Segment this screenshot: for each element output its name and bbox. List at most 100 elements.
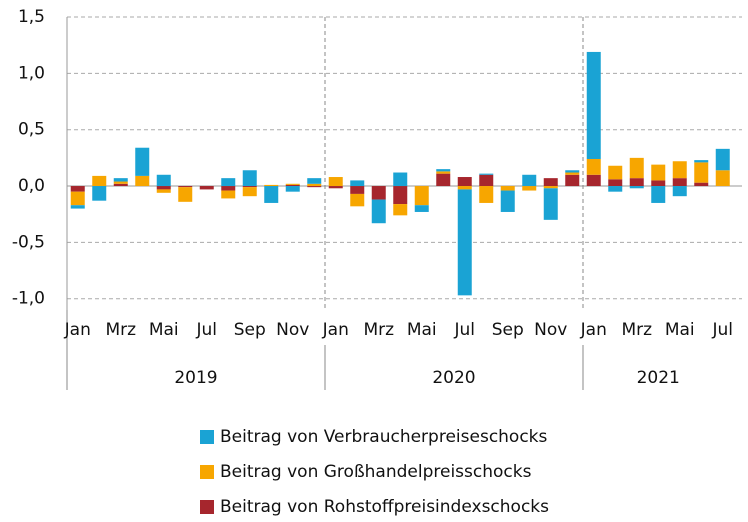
bar-segment <box>371 186 386 200</box>
bar-segment <box>672 161 687 179</box>
year-label: 2020 <box>432 368 475 388</box>
bar-segment <box>436 171 451 174</box>
bar-segment <box>199 186 214 190</box>
bar-segment <box>135 175 150 187</box>
y-tick-label: 1,0 <box>18 63 45 83</box>
x-tick-label: Mrz <box>621 320 652 340</box>
bar-segment <box>629 157 644 179</box>
x-tick-label: Jan <box>580 320 607 340</box>
bar-segment <box>113 181 128 184</box>
bar-segment <box>522 186 537 191</box>
bar-segment <box>70 205 85 209</box>
bar-segment <box>694 182 709 187</box>
bar-segment <box>350 186 365 194</box>
bar-segment <box>393 186 408 205</box>
bar-segment <box>285 184 300 187</box>
bar-segment <box>350 180 365 187</box>
bar-segment <box>328 177 343 187</box>
x-tick-label: Jul <box>195 320 217 340</box>
x-tick-label: Jul <box>711 320 733 340</box>
x-tick-label: Sep <box>492 320 524 340</box>
bar-segment <box>479 173 494 175</box>
bar-segment <box>70 186 85 192</box>
legend-swatch <box>200 500 214 514</box>
y-tick-label: 0,5 <box>18 120 45 140</box>
bar-segment <box>608 179 623 187</box>
bar-segment <box>543 188 558 220</box>
bar-segment <box>586 51 601 159</box>
legend-swatch <box>200 430 214 444</box>
bar-segment <box>694 160 709 163</box>
bar-segment <box>715 170 730 187</box>
bar-segment <box>651 180 666 187</box>
legend-label: Beitrag von Rohstoffpreisindexschocks <box>220 497 549 517</box>
bar-segment <box>457 189 472 296</box>
x-tick-label: Jan <box>64 320 91 340</box>
bar-segment <box>285 186 300 192</box>
bar-segment <box>586 158 601 175</box>
bar-segment <box>586 174 601 187</box>
y-tick-label: 0,0 <box>18 176 45 196</box>
bar-segment <box>436 169 451 172</box>
bar-segment <box>651 164 666 181</box>
bar-segment <box>543 178 558 187</box>
bar-segment <box>92 186 107 201</box>
bar-segment <box>457 177 472 187</box>
y-tick-label: -0,5 <box>12 232 45 252</box>
bar-segment <box>694 162 709 183</box>
bar-segment <box>178 187 193 202</box>
bar-segment <box>242 186 257 188</box>
bar-segment <box>113 178 128 182</box>
bar-segment <box>264 184 279 187</box>
bar-segment <box>156 189 171 193</box>
bar-segment <box>715 148 730 171</box>
bar-segment <box>672 178 687 187</box>
bar-segment <box>371 199 386 224</box>
bar-segment <box>156 174 171 187</box>
bar-segment <box>221 186 236 191</box>
y-tick-label: 1,5 <box>18 7 45 27</box>
bar-segment <box>500 186 515 191</box>
bar-segment <box>414 205 429 212</box>
bar-segment <box>135 147 150 176</box>
bar-segment <box>629 178 644 187</box>
bar-segment <box>479 174 494 187</box>
bar-segment <box>651 186 666 203</box>
bar-segment <box>565 174 580 187</box>
bar-segment <box>393 204 408 216</box>
x-tick-label: Nov <box>534 320 567 340</box>
x-tick-label: Jul <box>453 320 475 340</box>
bar-segment <box>92 175 107 187</box>
bar-segment <box>350 193 365 207</box>
bar-segment <box>479 186 494 203</box>
x-tick-label: Mrz <box>105 320 136 340</box>
year-label: 2021 <box>637 368 680 388</box>
bar-segment <box>264 186 279 203</box>
x-tick-label: Nov <box>276 320 309 340</box>
bar-segment <box>608 165 623 180</box>
bar-segment <box>242 170 257 187</box>
bar-segment <box>543 186 558 189</box>
bar-segment <box>307 186 322 188</box>
x-tick-label: Sep <box>234 320 266 340</box>
bar-segment <box>285 183 300 185</box>
bar-segment <box>221 190 236 199</box>
bar-segment <box>672 186 687 197</box>
bar-segment <box>608 186 623 192</box>
bar-segment <box>113 183 128 187</box>
bar-segment <box>328 186 343 189</box>
x-tick-label: Jan <box>322 320 349 340</box>
bar-segment <box>307 178 322 184</box>
x-tick-label: Mai <box>665 320 695 340</box>
bar-segment <box>242 187 257 197</box>
x-tick-label: Mai <box>149 320 179 340</box>
legend-label: Beitrag von Großhandelpreisschocks <box>220 462 532 482</box>
bar-segment <box>457 186 472 190</box>
bar-segment <box>221 178 236 187</box>
legend-label: Beitrag von Verbraucherpreiseschocks <box>220 427 548 447</box>
bar-segment <box>436 173 451 187</box>
bar-segment <box>414 186 429 206</box>
bar-segment <box>178 186 193 188</box>
